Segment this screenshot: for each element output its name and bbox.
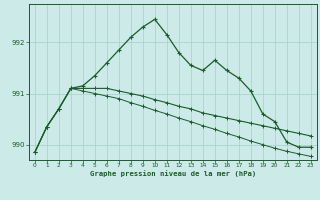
- X-axis label: Graphe pression niveau de la mer (hPa): Graphe pression niveau de la mer (hPa): [90, 171, 256, 177]
